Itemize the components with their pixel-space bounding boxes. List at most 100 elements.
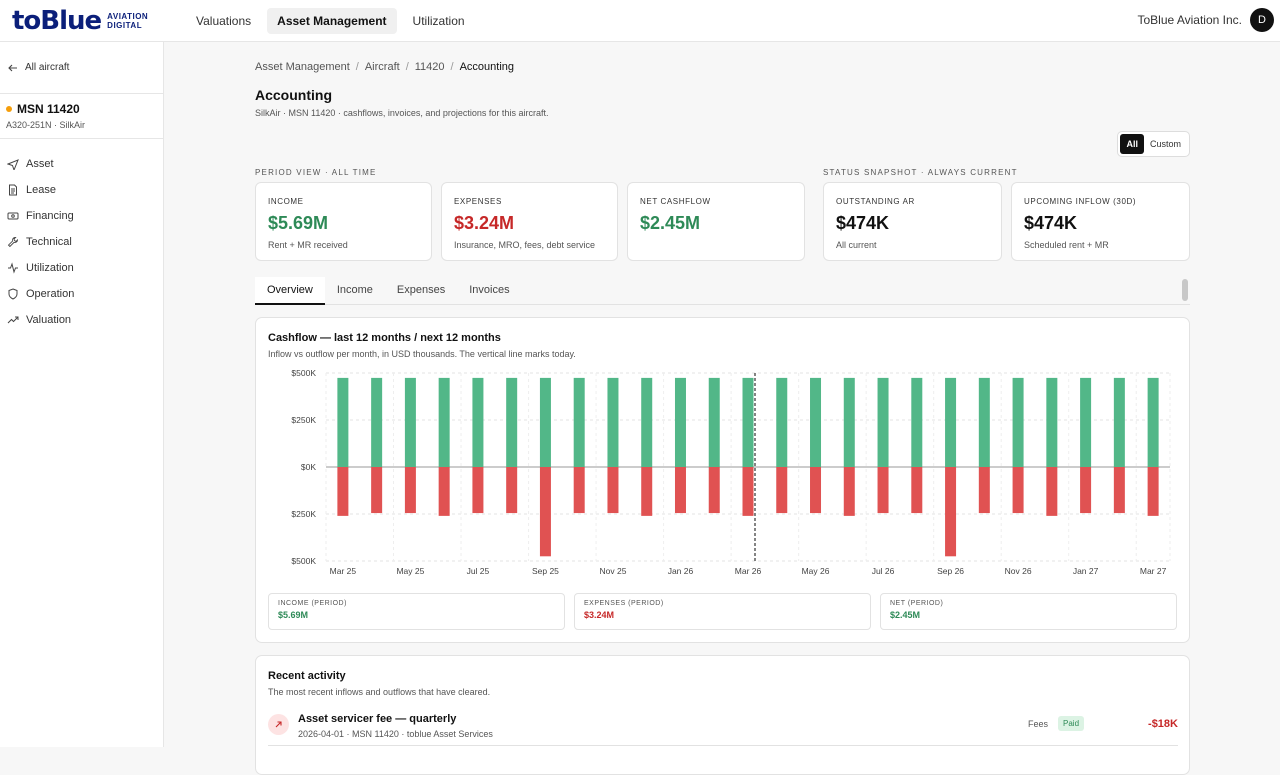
breadcrumb-asset-management[interactable]: Asset Management xyxy=(255,61,350,73)
outflow-bar xyxy=(337,467,349,516)
sidebar-item-utilization[interactable]: Utilization xyxy=(0,255,163,281)
outflow-bar xyxy=(1113,467,1125,514)
sidebar-item-lease[interactable]: Lease xyxy=(0,177,163,203)
inflow-bar xyxy=(1046,377,1058,467)
sidebar-item-label: Valuation xyxy=(26,314,72,326)
outflow-bar xyxy=(945,467,957,557)
inflow-bar xyxy=(911,377,923,467)
sidebar-menu: Asset Lease Financing Technical Utilizat… xyxy=(0,139,163,333)
tabs-scrollbar[interactable] xyxy=(1182,279,1188,301)
breadcrumb-msn[interactable]: 11420 xyxy=(414,61,445,73)
kpi-expenses: EXPENSES $3.24M Insurance, MRO, fees, de… xyxy=(441,182,618,261)
breadcrumb-separator: / xyxy=(405,61,409,73)
kpi-subtext: Insurance, MRO, fees, debt service xyxy=(454,240,596,250)
back-to-all-aircraft-link[interactable]: All aircraft xyxy=(0,42,163,94)
kpi-net-cashflow: NET CASHFLOW $2.45M xyxy=(627,182,805,261)
aircraft-type-operator: A320-251N · SilkAir xyxy=(6,120,86,130)
x-tick-label: Jul 25 xyxy=(467,566,490,576)
nav-utilization[interactable]: Utilization xyxy=(412,13,465,28)
inflow-bar xyxy=(1080,377,1092,467)
page-title: Accounting xyxy=(255,87,332,103)
summary-expenses: EXPENSES (PERIOD) $3.24M xyxy=(574,593,871,630)
logo-tagline-line-1: AVIATION xyxy=(107,11,149,21)
outflow-bar xyxy=(1046,467,1058,516)
outflow-bar xyxy=(641,467,653,516)
outflow-bar xyxy=(708,467,720,514)
sidebar-item-operation[interactable]: Operation xyxy=(0,281,163,307)
sidebar-item-label: Asset xyxy=(26,158,54,170)
arrow-left-icon xyxy=(8,64,17,71)
activity-row[interactable]: Asset servicer fee — quarterly 2026-04-0… xyxy=(268,711,1178,746)
avatar[interactable]: D xyxy=(1250,8,1274,32)
back-link-label: All aircraft xyxy=(25,62,70,73)
outflow-bar xyxy=(438,467,450,516)
outflow-bar xyxy=(371,467,383,514)
sidebar-item-label: Lease xyxy=(26,184,56,196)
status-snapshot-label: STATUS SNAPSHOT · ALWAYS CURRENT xyxy=(823,168,1018,177)
outflow-bar xyxy=(674,467,686,514)
kpi-label: UPCOMING INFLOW (30D) xyxy=(1024,197,1137,206)
summary-label: INCOME (PERIOD) xyxy=(278,600,347,607)
x-tick-label: Sep 26 xyxy=(937,566,964,576)
kpi-subtext: Scheduled rent + MR xyxy=(1024,240,1109,250)
kpi-outstanding-ar: OUTSTANDING AR $474K All current xyxy=(823,182,1002,261)
activity-icon xyxy=(8,262,18,274)
aircraft-identity: MSN 11420 A320-251N · SilkAir xyxy=(0,94,163,139)
inflow-bar xyxy=(404,377,416,467)
logo[interactable]: toBlue AVIATION DIGITAL xyxy=(12,6,182,36)
logo-wordmark: toBlue xyxy=(12,5,102,36)
y-tick-label: $500K xyxy=(291,556,316,566)
nav-asset-management[interactable]: Asset Management xyxy=(267,7,397,34)
sidebar-item-technical[interactable]: Technical xyxy=(0,229,163,255)
range-custom-button[interactable]: Custom xyxy=(1149,139,1181,149)
inflow-bar xyxy=(1012,377,1024,467)
activity-name: Asset servicer fee — quarterly xyxy=(298,713,457,725)
x-tick-label: Sep 25 xyxy=(532,566,559,576)
outflow-bar xyxy=(1080,467,1092,514)
range-all-button[interactable]: All xyxy=(1120,134,1144,154)
inflow-bar xyxy=(708,377,720,467)
tab-overview[interactable]: Overview xyxy=(255,277,325,305)
sidebar-item-label: Financing xyxy=(26,210,74,222)
inflow-bar xyxy=(438,377,450,467)
logo-tagline: AVIATION DIGITAL xyxy=(107,12,148,30)
x-tick-label: Mar 27 xyxy=(1140,566,1167,576)
inflow-bar xyxy=(539,377,551,467)
outflow-bar xyxy=(776,467,788,514)
breadcrumb-aircraft[interactable]: Aircraft xyxy=(364,61,400,73)
x-tick-label: Jul 26 xyxy=(872,566,895,576)
org-name[interactable]: ToBlue Aviation Inc. xyxy=(1137,13,1242,27)
summary-label: EXPENSES (PERIOD) xyxy=(584,600,664,607)
summary-label: NET (PERIOD) xyxy=(890,600,944,607)
nav-valuations[interactable]: Valuations xyxy=(196,13,252,28)
inflow-bar xyxy=(1113,377,1125,467)
inflow-bar xyxy=(506,377,518,467)
summary-net: NET (PERIOD) $2.45M xyxy=(880,593,1177,630)
outflow-bar xyxy=(506,467,518,514)
sidebar-item-label: Technical xyxy=(26,236,72,248)
recent-activity-card: Recent activity The most recent inflows … xyxy=(255,655,1190,775)
inflow-bar xyxy=(945,377,957,467)
inflow-bar xyxy=(1147,377,1159,467)
tab-invoices[interactable]: Invoices xyxy=(469,284,510,296)
inflow-bar xyxy=(843,377,855,467)
outflow-bar xyxy=(1012,467,1024,514)
banknote-icon xyxy=(7,212,19,220)
tab-expenses[interactable]: Expenses xyxy=(396,284,446,296)
inflow-bar xyxy=(607,377,619,467)
outflow-bar xyxy=(404,467,416,514)
kpi-label: INCOME xyxy=(268,197,304,206)
tab-income[interactable]: Income xyxy=(336,284,373,296)
breadcrumb-separator: / xyxy=(355,61,359,73)
sidebar-item-label: Utilization xyxy=(26,262,74,274)
sidebar-item-financing[interactable]: Financing xyxy=(0,203,163,229)
kpi-value: $474K xyxy=(836,213,890,233)
outflow-bar xyxy=(843,467,855,516)
x-tick-label: May 26 xyxy=(802,566,830,576)
kpi-upcoming-inflow: UPCOMING INFLOW (30D) $474K Scheduled re… xyxy=(1011,182,1190,261)
outflow-bar xyxy=(810,467,822,514)
sidebar-item-asset[interactable]: Asset xyxy=(0,151,163,177)
top-bar: toBlue AVIATION DIGITAL Valuations Asset… xyxy=(0,0,1280,42)
sidebar-item-valuation[interactable]: Valuation xyxy=(0,307,163,333)
kpi-label: EXPENSES xyxy=(454,197,502,206)
